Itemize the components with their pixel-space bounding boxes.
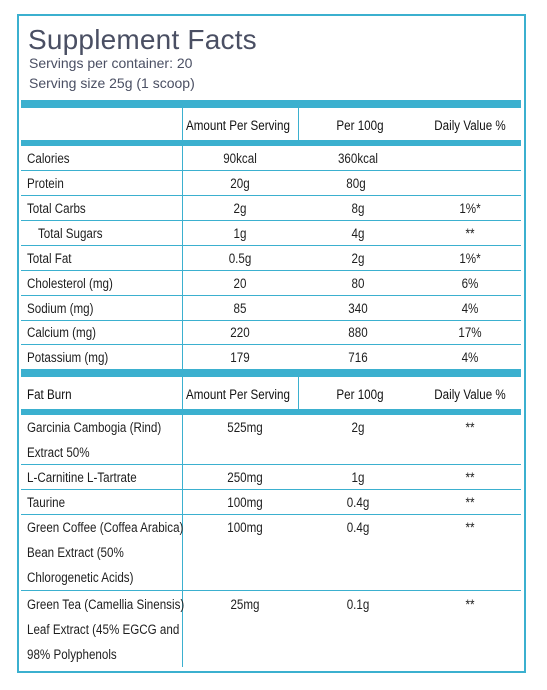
nutrient-per-100g: 716 xyxy=(348,350,368,365)
ingredient-per-100g: 0.4g xyxy=(346,520,370,535)
ingredient-per-100g: 0.1g xyxy=(346,597,370,612)
panel-title: Supplement Facts xyxy=(28,24,257,55)
nutrient-name: Calcium (mg) xyxy=(27,325,97,340)
ingredient-name-line: Extract 50% xyxy=(27,445,90,460)
ingredient-name-line: Chlorogenetic Acids) xyxy=(27,570,134,585)
ingredient-per-serving: 525mg xyxy=(227,420,263,435)
section-divider-bar xyxy=(21,369,521,377)
nutrient-per-100g: 8g xyxy=(351,201,365,216)
header-per-100g: Per 100g xyxy=(336,387,384,402)
column-divider xyxy=(298,377,299,409)
nutrient-daily-value: 6% xyxy=(461,276,479,291)
nutrient-name: Sodium (mg) xyxy=(27,301,94,316)
header-divider-bar xyxy=(21,140,521,146)
ingredient-per-100g: 1g xyxy=(351,470,365,485)
row-divider xyxy=(21,514,521,515)
ingredient-name-line: 98% Polyphenols xyxy=(27,647,117,662)
nutrient-name: Calories xyxy=(27,151,70,166)
row-divider xyxy=(21,489,521,490)
nutrient-per-serving: 0.5g xyxy=(228,251,252,266)
ingredient-daily-value: ** xyxy=(465,420,475,435)
row-divider xyxy=(21,195,521,196)
nutrient-daily-value: 17% xyxy=(458,325,482,340)
ingredient-daily-value: ** xyxy=(465,520,475,535)
header-amount-per-serving: Amount Per Serving xyxy=(186,118,290,133)
row-divider xyxy=(21,245,521,246)
header-per-100g: Per 100g xyxy=(336,118,384,133)
ingredient-per-serving: 250mg xyxy=(227,470,263,485)
row-divider xyxy=(21,344,521,345)
ingredient-name-line: Green Tea (Camellia Sinensis) xyxy=(27,597,185,612)
nutrient-per-100g: 880 xyxy=(348,325,368,340)
ingredient-per-100g: 0.4g xyxy=(346,495,370,510)
nutrient-per-100g: 340 xyxy=(348,301,368,316)
ingredient-per-serving: 100mg xyxy=(227,520,263,535)
ingredient-name-line: Green Coffee (Coffea Arabica) xyxy=(27,520,184,535)
nutrient-per-serving: 220 xyxy=(230,325,250,340)
nutrient-daily-value: 1%* xyxy=(459,251,481,266)
ingredient-per-serving: 100mg xyxy=(227,495,263,510)
nutrient-daily-value: 4% xyxy=(461,301,479,316)
header-fat-burn: Fat Burn xyxy=(27,387,72,402)
ingredient-per-serving: 25mg xyxy=(230,597,260,612)
row-divider xyxy=(21,220,521,221)
nutrient-per-serving: 1g xyxy=(233,226,247,241)
nutrient-per-100g: 80g xyxy=(346,176,366,191)
nutrient-name: Total Fat xyxy=(27,251,72,266)
nutrient-name: Protein xyxy=(27,176,64,191)
nutrient-daily-value: ** xyxy=(465,226,475,241)
nutrient-per-serving: 20 xyxy=(233,276,247,291)
nutrient-per-serving: 20g xyxy=(230,176,250,191)
ingredient-name-line: L-Carnitine L-Tartrate xyxy=(27,470,137,485)
ingredient-name-line: Taurine xyxy=(27,495,66,510)
servings-per-container: Servings per container: 20 xyxy=(29,55,193,71)
row-divider xyxy=(21,320,521,321)
column-divider xyxy=(182,108,183,369)
nutrient-name: Potassium (mg) xyxy=(27,350,109,365)
column-divider xyxy=(298,108,299,140)
row-divider xyxy=(21,270,521,271)
nutrient-daily-value: 4% xyxy=(461,350,479,365)
ingredient-daily-value: ** xyxy=(465,495,475,510)
header-daily-value: Daily Value % xyxy=(434,118,506,133)
row-divider xyxy=(21,590,521,591)
row-divider xyxy=(21,464,521,465)
nutrient-name: Total Carbs xyxy=(27,201,86,216)
nutrient-per-100g: 80 xyxy=(351,276,365,291)
nutrient-per-serving: 85 xyxy=(233,301,247,316)
nutrient-per-100g: 360kcal xyxy=(337,151,379,166)
supplement-facts-panel xyxy=(17,14,526,673)
row-divider xyxy=(21,170,521,171)
top-divider-bar xyxy=(21,100,521,108)
nutrient-name: Total Sugars xyxy=(38,226,103,241)
ingredient-daily-value: ** xyxy=(465,470,475,485)
header-daily-value: Daily Value % xyxy=(434,387,506,402)
ingredient-per-100g: 2g xyxy=(351,420,365,435)
fatburn-header-divider-bar xyxy=(21,409,521,415)
ingredient-daily-value: ** xyxy=(465,597,475,612)
nutrient-per-serving: 2g xyxy=(233,201,247,216)
nutrient-name: Cholesterol (mg) xyxy=(27,276,113,291)
nutrient-per-100g: 2g xyxy=(351,251,365,266)
nutrient-per-100g: 4g xyxy=(351,226,365,241)
serving-size: Serving size 25g (1 scoop) xyxy=(29,75,195,91)
nutrient-per-serving: 179 xyxy=(230,350,250,365)
ingredient-name-line: Leaf Extract (45% EGCG and xyxy=(27,622,180,637)
row-divider xyxy=(21,295,521,296)
nutrient-daily-value: 1%* xyxy=(459,201,481,216)
ingredient-name-line: Garcinia Cambogia (Rind) xyxy=(27,420,162,435)
ingredient-name-line: Bean Extract (50% xyxy=(27,545,124,560)
header-amount-per-serving: Amount Per Serving xyxy=(186,387,290,402)
column-divider xyxy=(182,377,183,667)
nutrient-per-serving: 90kcal xyxy=(223,151,257,166)
